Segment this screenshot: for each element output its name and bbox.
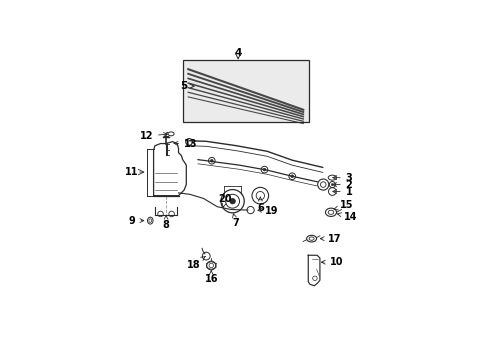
Circle shape (229, 198, 235, 204)
Text: 12: 12 (139, 131, 167, 141)
Bar (183, 60, 308, 122)
Circle shape (210, 159, 213, 162)
Text: 1: 1 (332, 186, 352, 197)
Text: 7: 7 (232, 214, 239, 228)
Text: 4: 4 (234, 48, 242, 58)
Circle shape (330, 184, 333, 186)
Text: 16: 16 (204, 271, 218, 284)
Text: 15: 15 (333, 201, 353, 210)
Text: 20: 20 (218, 194, 231, 207)
Text: 11: 11 (125, 167, 139, 177)
Text: 6: 6 (256, 197, 263, 213)
Text: 3: 3 (332, 173, 352, 183)
Text: 14: 14 (337, 212, 357, 222)
Text: 8: 8 (163, 215, 169, 230)
Text: 5: 5 (180, 81, 194, 91)
Circle shape (263, 168, 265, 171)
Text: 13: 13 (174, 139, 197, 149)
Text: 17: 17 (320, 234, 341, 244)
Text: 18: 18 (186, 256, 205, 270)
Circle shape (290, 175, 293, 177)
Text: 9: 9 (128, 216, 143, 226)
Text: 19: 19 (257, 206, 278, 216)
Text: 2: 2 (332, 180, 352, 190)
Text: 10: 10 (321, 257, 343, 267)
